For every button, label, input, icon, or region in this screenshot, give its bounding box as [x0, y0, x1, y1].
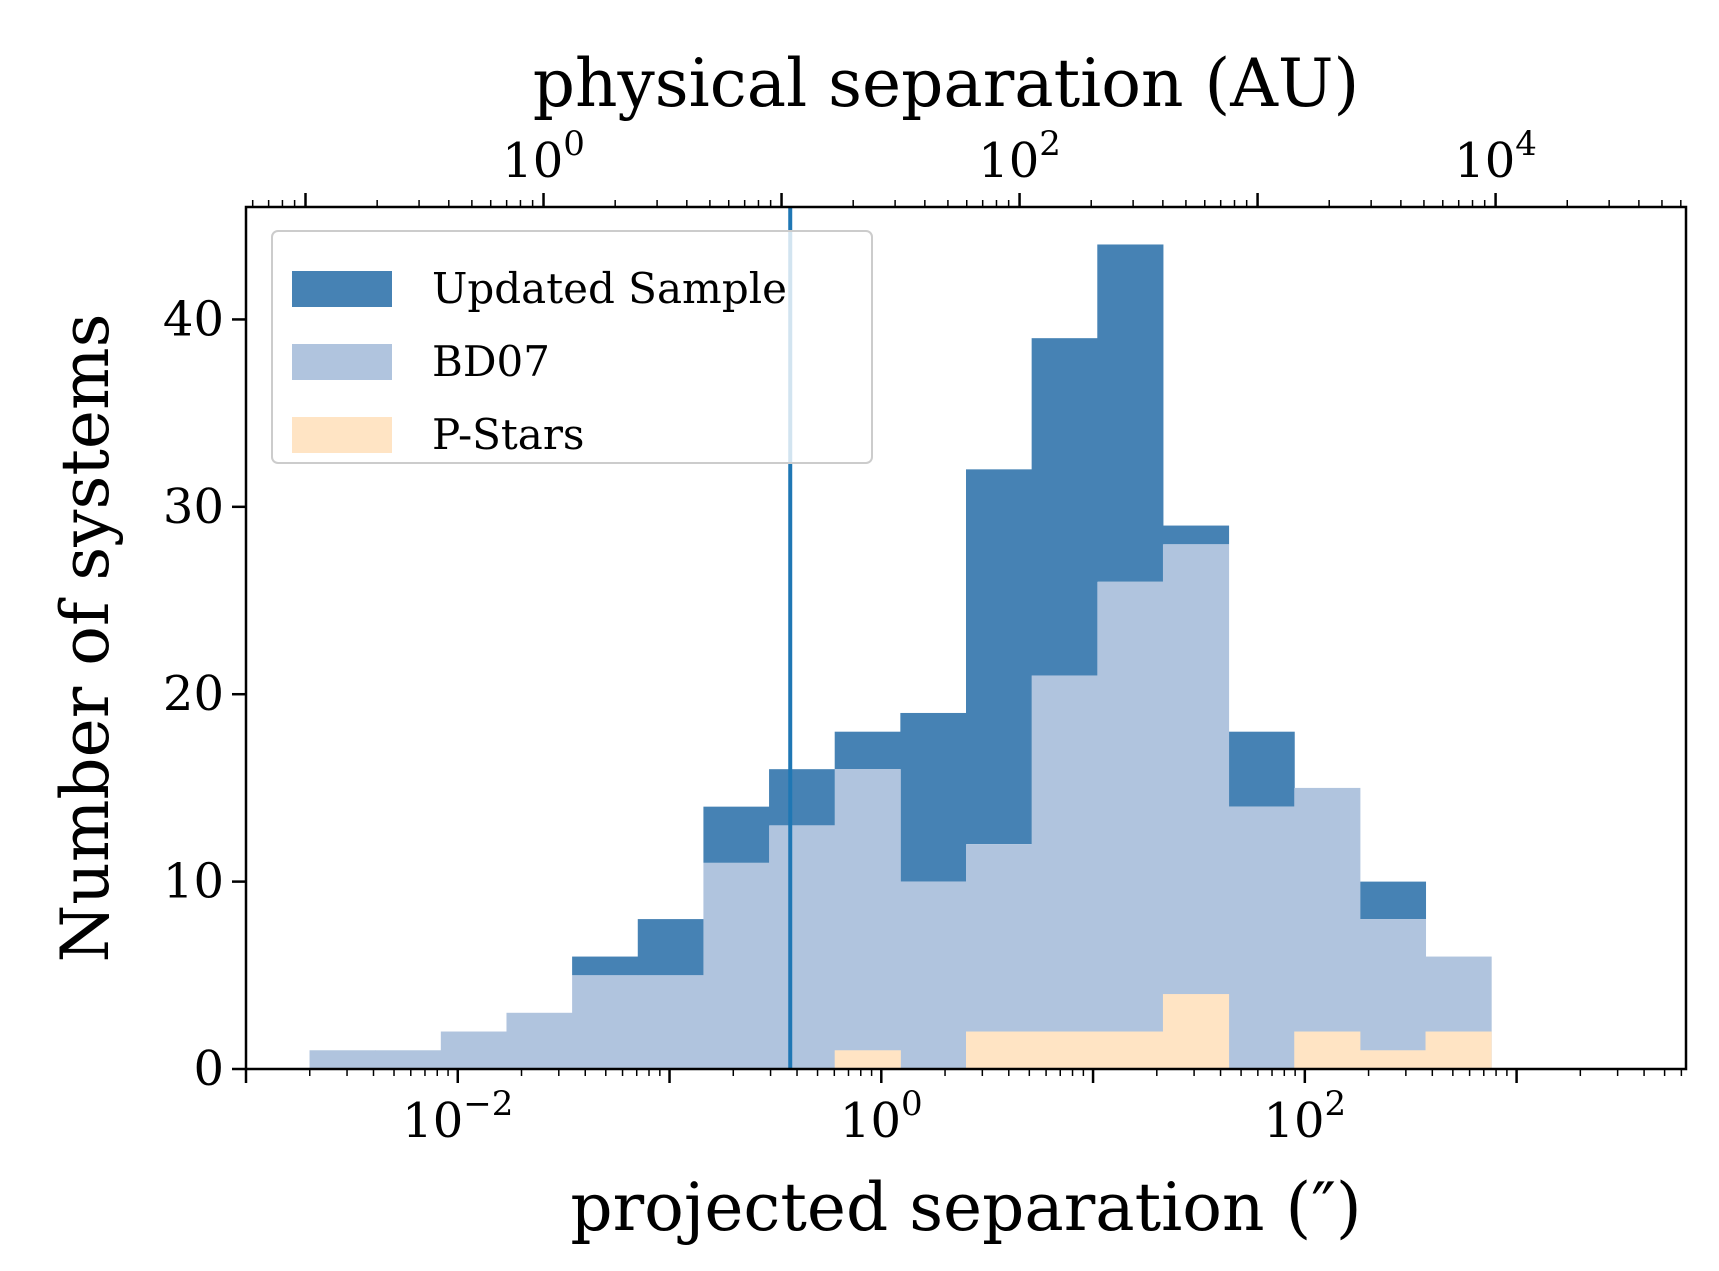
- updated-sample-bar-4: [572, 956, 639, 976]
- y-tick-label: 40: [163, 291, 224, 347]
- bd07-bar-9: [900, 881, 967, 1069]
- y-tick-label: 0: [193, 1041, 224, 1097]
- tick-layer: 10−2 100 102 100 102 104 0 10 20 30 40: [163, 124, 1683, 1149]
- legend-box: [271, 230, 873, 464]
- bd07-bar-2: [440, 1031, 507, 1069]
- updated-sample-bar-6: [703, 806, 770, 863]
- p-stars-bar-16: [1359, 1050, 1427, 1069]
- p-stars-bar-13: [1162, 994, 1230, 1069]
- bd07-bar-1: [375, 1050, 442, 1069]
- top-tick-label: 102: [978, 124, 1061, 189]
- bd07-bar-16: [1359, 919, 1427, 1069]
- plot-frame: [244, 205, 1688, 1071]
- legend-label: P-Stars: [432, 410, 584, 459]
- legend-swatch: [292, 344, 392, 380]
- p-stars-bar-17: [1425, 1031, 1492, 1069]
- updated-sample-bar-8: [834, 731, 901, 770]
- updated-sample-bar-5: [637, 919, 704, 976]
- updated-sample-bar-12: [1097, 244, 1164, 582]
- bd07-bar-6: [703, 862, 770, 1069]
- x-tick-label: 10−2: [402, 1084, 513, 1149]
- bd07-bar-5: [637, 975, 704, 1069]
- updated-sample-bar-9: [900, 712, 967, 882]
- bd07-bar-7: [769, 825, 836, 1069]
- legend-swatch: [292, 417, 392, 453]
- updated-sample-bar-14: [1228, 731, 1295, 807]
- bd07-bar-13: [1162, 544, 1230, 1069]
- y-tick-label: 30: [163, 479, 224, 535]
- top-tick-label: 100: [502, 124, 585, 189]
- x-axis-title: projected separation (″): [570, 1169, 1361, 1246]
- p-stars-bar-10: [966, 1031, 1033, 1069]
- updated-sample-bar-7: [769, 769, 836, 826]
- legend-label: Updated Sample: [432, 264, 787, 313]
- p-stars-bar-15: [1294, 1031, 1361, 1069]
- bd07-bar-12: [1097, 581, 1164, 1069]
- bd07-bar-15: [1294, 787, 1361, 1069]
- p-stars-bar-11: [1031, 1031, 1098, 1069]
- bd07-bar-8: [834, 769, 901, 1069]
- bars-layer: [309, 244, 1492, 1069]
- legend-swatch: [292, 271, 392, 307]
- y-tick-label: 20: [163, 666, 224, 722]
- p-stars-bar-8: [834, 1050, 901, 1069]
- legend-label: BD07: [432, 337, 550, 386]
- x-tick-label: 100: [840, 1084, 923, 1149]
- legend: Updated Sample BD07 P-Stars: [271, 230, 873, 464]
- y-tick-label: 10: [163, 854, 224, 910]
- p-stars-bar-12: [1097, 1031, 1164, 1069]
- top-tick-label: 104: [1454, 124, 1537, 189]
- top-x-axis-title: physical separation (AU): [533, 45, 1359, 122]
- x-tick-label: 102: [1263, 1084, 1346, 1149]
- bd07-bar-0: [309, 1050, 376, 1069]
- updated-sample-bar-16: [1359, 881, 1427, 920]
- bd07-bar-3: [506, 1012, 573, 1069]
- updated-sample-bar-13: [1162, 525, 1230, 545]
- bd07-bar-4: [572, 975, 639, 1069]
- bd07-bar-14: [1228, 806, 1295, 1069]
- updated-sample-bar-11: [1031, 338, 1098, 676]
- updated-sample-bar-10: [966, 469, 1033, 845]
- y-axis-title: Number of systems: [47, 314, 124, 963]
- bd07-bar-11: [1031, 675, 1098, 1069]
